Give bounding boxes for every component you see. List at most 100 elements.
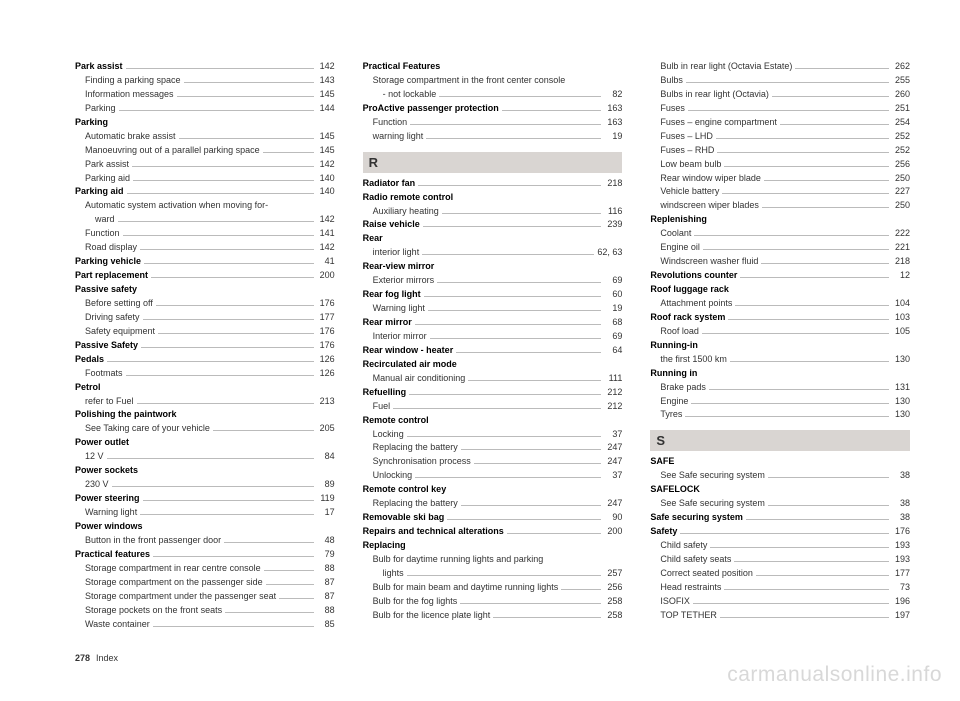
leader-line xyxy=(686,82,889,83)
index-entry: Brake pads131 xyxy=(650,381,910,395)
entry-page: 119 xyxy=(317,492,335,506)
index-entry: TOP TETHER197 xyxy=(650,609,910,623)
entry-page: 142 xyxy=(317,241,335,255)
index-entry: Bulbs255 xyxy=(650,74,910,88)
entry-page: 131 xyxy=(892,381,910,395)
entry-label: Interior mirror xyxy=(373,330,427,344)
entry-label: See Taking care of your vehicle xyxy=(85,422,210,436)
index-entry: Bulb for main beam and daytime running l… xyxy=(363,581,623,595)
entry-label: Bulb for the fog lights xyxy=(373,595,458,609)
index-entry: Replacing the battery247 xyxy=(363,497,623,511)
index-entry: Replenishing xyxy=(650,213,910,227)
entry-label: Roof rack system xyxy=(650,311,725,325)
index-entry: SAFELOCK xyxy=(650,483,910,497)
entry-label: Button in the front passenger door xyxy=(85,534,221,548)
entry-label: lights xyxy=(383,567,404,581)
leader-line xyxy=(768,505,889,506)
entry-page: 255 xyxy=(892,74,910,88)
entry-label: Child safety seats xyxy=(660,553,731,567)
index-entry: 12 V84 xyxy=(75,450,335,464)
leader-line xyxy=(153,626,314,627)
entry-page: 79 xyxy=(317,548,335,562)
leader-line xyxy=(734,561,889,562)
index-entry: Radio remote control xyxy=(363,191,623,205)
entry-page: 37 xyxy=(604,469,622,483)
entry-page: 38 xyxy=(892,497,910,511)
entry-label: Rear fog light xyxy=(363,288,421,302)
leader-line xyxy=(422,254,594,255)
index-entry: Practical Features xyxy=(363,60,623,74)
index-entry: See Taking care of your vehicle205 xyxy=(75,422,335,436)
leader-line xyxy=(264,570,314,571)
index-entry: Function163 xyxy=(363,116,623,130)
leader-line xyxy=(685,416,889,417)
entry-page: 256 xyxy=(604,581,622,595)
leader-line xyxy=(418,185,601,186)
index-entry: Function141 xyxy=(75,227,335,241)
index-entry: Bulb in rear light (Octavia Estate)262 xyxy=(650,60,910,74)
leader-line xyxy=(688,110,889,111)
entry-page: 19 xyxy=(604,302,622,316)
index-entry: Warning light17 xyxy=(75,506,335,520)
leader-line xyxy=(224,542,314,543)
index-entry: Safety equipment176 xyxy=(75,325,335,339)
entry-page: 88 xyxy=(317,604,335,618)
leader-line xyxy=(795,68,889,69)
watermark: carmanualsonline.info xyxy=(727,663,942,687)
section-letter: R xyxy=(363,152,623,173)
index-entry: Synchronisation process247 xyxy=(363,455,623,469)
entry-page: 140 xyxy=(317,185,335,199)
index-entry: Fuses251 xyxy=(650,102,910,116)
index-entry: Head restraints73 xyxy=(650,581,910,595)
entry-page: 38 xyxy=(892,469,910,483)
entry-page: 260 xyxy=(892,88,910,102)
entry-label: Running-in xyxy=(650,339,697,353)
entry-label: Power sockets xyxy=(75,464,138,478)
entry-page: 130 xyxy=(892,408,910,422)
index-entry: Replacing xyxy=(363,539,623,553)
entry-label: ProActive passenger protection xyxy=(363,102,499,116)
entry-page: 38 xyxy=(892,511,910,525)
entry-page: 196 xyxy=(892,595,910,609)
entry-label: Engine xyxy=(660,395,688,409)
index-entry: Bulbs in rear light (Octavia)260 xyxy=(650,88,910,102)
entry-label: Child safety xyxy=(660,539,707,553)
entry-label: Rear window - heater xyxy=(363,344,454,358)
index-entry: Rear-view mirror xyxy=(363,260,623,274)
entry-page: 163 xyxy=(604,102,622,116)
entry-page: 88 xyxy=(317,562,335,576)
entry-page: 177 xyxy=(892,567,910,581)
leader-line xyxy=(468,380,601,381)
index-entry: Bulb for the licence plate light258 xyxy=(363,609,623,623)
index-entry: Pedals126 xyxy=(75,353,335,367)
entry-label: Replacing xyxy=(363,539,406,553)
entry-label: Power steering xyxy=(75,492,140,506)
index-entry: Coolant222 xyxy=(650,227,910,241)
leader-line xyxy=(112,486,314,487)
leader-line xyxy=(474,463,602,464)
index-entry: Exterior mirrors69 xyxy=(363,274,623,288)
leader-line xyxy=(461,449,602,450)
entry-label: ISOFIX xyxy=(660,595,690,609)
entry-label: TOP TETHER xyxy=(660,609,717,623)
leader-line xyxy=(123,235,314,236)
leader-line xyxy=(756,575,889,576)
entry-page: 64 xyxy=(604,344,622,358)
index-entry: Storage compartment in rear centre conso… xyxy=(75,562,335,576)
leader-line xyxy=(140,249,314,250)
index-entry: Rear window - heater 64 xyxy=(363,344,623,358)
index-entry: Power sockets xyxy=(75,464,335,478)
index-entry: Rear xyxy=(363,232,623,246)
entry-label: windscreen wiper blades xyxy=(660,199,759,213)
leader-line xyxy=(153,556,314,557)
entry-page: 176 xyxy=(317,325,335,339)
leader-line xyxy=(156,305,314,306)
index-entry: the first 1500 km130 xyxy=(650,353,910,367)
entry-label: Locking xyxy=(373,428,404,442)
page-number: 278 xyxy=(75,653,90,663)
entry-page: 87 xyxy=(317,590,335,604)
column-2: Practical FeaturesStorage compartment in… xyxy=(363,60,623,631)
entry-page: 256 xyxy=(892,158,910,172)
entry-label: Radio remote control xyxy=(363,191,454,205)
index-entry: Passive Safety176 xyxy=(75,339,335,353)
